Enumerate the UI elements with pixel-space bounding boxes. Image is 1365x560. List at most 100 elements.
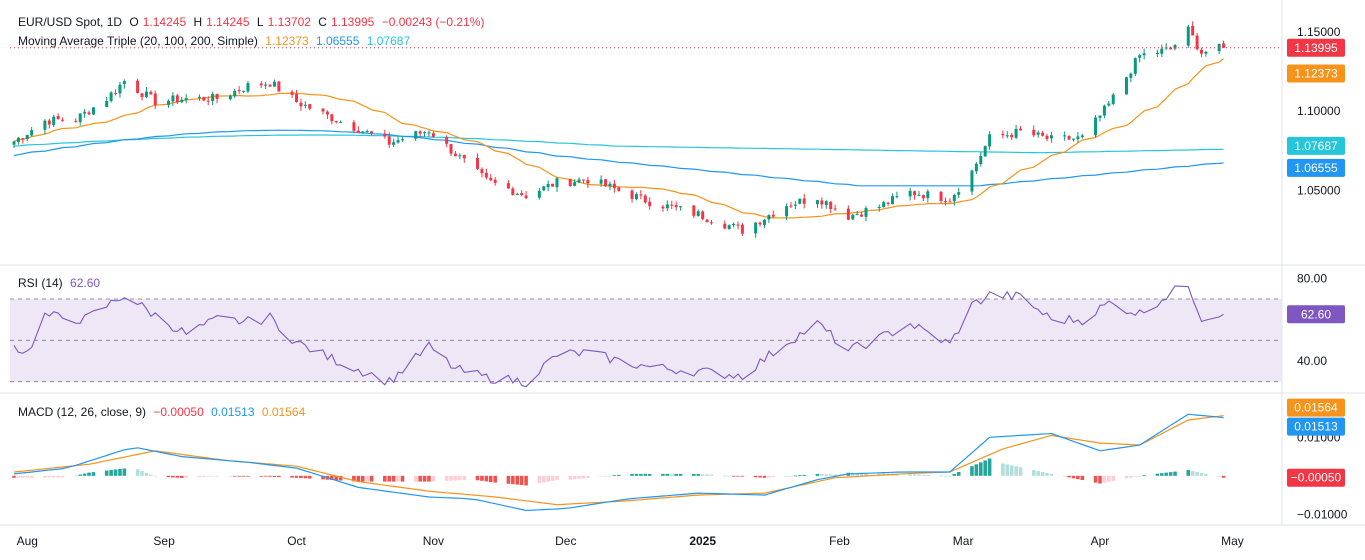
candle-body xyxy=(202,97,206,101)
candle-body xyxy=(581,179,585,181)
candle-body xyxy=(1049,135,1053,139)
candle-body xyxy=(118,84,122,94)
ma-legend: Moving Average Triple (20, 100, 200, Sim… xyxy=(18,33,414,49)
macd-hist-bar xyxy=(153,475,158,477)
candle-body xyxy=(890,196,894,205)
candle-body xyxy=(74,120,78,122)
candle-body xyxy=(493,179,497,183)
x-tick-label: May xyxy=(1221,534,1244,548)
candle-body xyxy=(295,94,299,102)
macd-hist-bar xyxy=(453,475,458,481)
candle-body xyxy=(829,201,833,210)
candle-body xyxy=(908,190,912,197)
candle-body xyxy=(149,91,153,95)
macd-hist-bar xyxy=(1155,473,1160,476)
macd-hist-bar xyxy=(413,475,418,482)
x-tick-label: Nov xyxy=(423,534,444,548)
candle-body xyxy=(109,92,113,101)
macd-hist-bar xyxy=(149,474,153,476)
macd-hist-bar xyxy=(1049,473,1054,476)
x-tick-label: Apr xyxy=(1091,534,1110,548)
candle-body xyxy=(1217,43,1221,52)
macd-hist-bar xyxy=(926,474,930,476)
macd-hist-bar xyxy=(484,475,489,482)
macd-hist-bar xyxy=(104,470,109,476)
candle-body xyxy=(948,201,952,203)
candle-body xyxy=(144,91,148,97)
candle-body xyxy=(599,179,603,184)
candle-body xyxy=(833,208,837,210)
macd-hist-bar xyxy=(51,475,56,478)
macd-hist-bar xyxy=(427,475,431,482)
candle-body xyxy=(392,142,396,145)
macd-hist-bar xyxy=(1168,472,1173,476)
candle-body xyxy=(943,201,947,203)
candle-body xyxy=(1222,43,1226,48)
macd-hist-bar xyxy=(418,475,422,482)
macd-hist-bar xyxy=(586,475,590,478)
candle-body xyxy=(696,211,700,216)
macd-hist-bar xyxy=(1190,471,1195,476)
candle-body xyxy=(877,206,881,208)
macd-hist-bar xyxy=(669,473,674,476)
candle-body xyxy=(820,200,824,205)
macd-hist-bar xyxy=(603,475,608,477)
macd-line-value: 0.01513 xyxy=(211,405,255,419)
macd-hist-bar xyxy=(241,475,246,477)
candle-body xyxy=(634,194,638,200)
macd-hist-bar xyxy=(290,475,294,478)
candle-body xyxy=(864,208,868,217)
candle-body xyxy=(957,192,961,195)
rsi-label[interactable]: RSI (14) xyxy=(18,276,63,290)
candle-body xyxy=(246,83,250,92)
candle-body xyxy=(396,140,400,143)
macd-hist-bar xyxy=(577,475,581,479)
candle-body xyxy=(551,183,555,187)
macd-hist-bar xyxy=(197,475,202,478)
macd-hist-value: −0.00050 xyxy=(153,405,204,419)
candle-body xyxy=(639,194,643,196)
macd-signal-tag-bg xyxy=(1287,398,1345,417)
macd-hist-bar xyxy=(634,473,639,476)
candle-body xyxy=(612,183,616,189)
candle-body xyxy=(427,132,431,134)
change-value: −0.00243 (−0.21%) xyxy=(381,15,485,29)
candle-body xyxy=(449,144,453,154)
y-tick-label: 1.10000 xyxy=(1297,104,1341,118)
candle-body xyxy=(736,224,740,226)
candle-body xyxy=(1001,133,1005,136)
candle-body xyxy=(1191,25,1195,36)
macd-hist-bar xyxy=(939,475,943,477)
macd-hist-bar xyxy=(369,475,374,482)
macd-hist-bar xyxy=(272,475,277,477)
ma-label[interactable]: Moving Average Triple (20, 100, 200, Sim… xyxy=(18,34,258,48)
last-price-tag: 1.13995 xyxy=(1294,41,1338,55)
x-tick-label: Mar xyxy=(953,534,974,548)
candle-body xyxy=(1173,45,1177,49)
macd-hist-bar xyxy=(519,475,524,486)
candle-body xyxy=(674,205,678,208)
macd-hist-bar xyxy=(1221,475,1226,478)
macd-hist-bar xyxy=(109,470,113,476)
candle-body xyxy=(462,154,466,159)
candle-body xyxy=(352,122,356,131)
macd-hist-bar xyxy=(1199,472,1204,476)
symbol-title[interactable]: EUR/USD Spot, 1D xyxy=(18,15,123,29)
candle-body xyxy=(480,169,484,174)
candle-body xyxy=(277,81,281,92)
candle-body xyxy=(21,138,25,140)
candle-body xyxy=(1195,35,1199,50)
candle-body xyxy=(1076,136,1080,139)
candle-body xyxy=(215,93,219,100)
candle-body xyxy=(939,191,943,202)
macd-hist-bar xyxy=(1045,472,1049,476)
candle-body xyxy=(1138,55,1142,58)
candle-body xyxy=(365,131,369,133)
candle-body xyxy=(767,215,771,220)
rsi-line xyxy=(13,285,1224,388)
macd-label[interactable]: MACD (12, 26, close, 9) xyxy=(18,405,147,419)
macd-hist-bar xyxy=(943,475,948,477)
macd-hist-bar xyxy=(1124,475,1129,479)
candle-body xyxy=(1111,94,1115,104)
macd-hist-bar xyxy=(661,473,665,476)
